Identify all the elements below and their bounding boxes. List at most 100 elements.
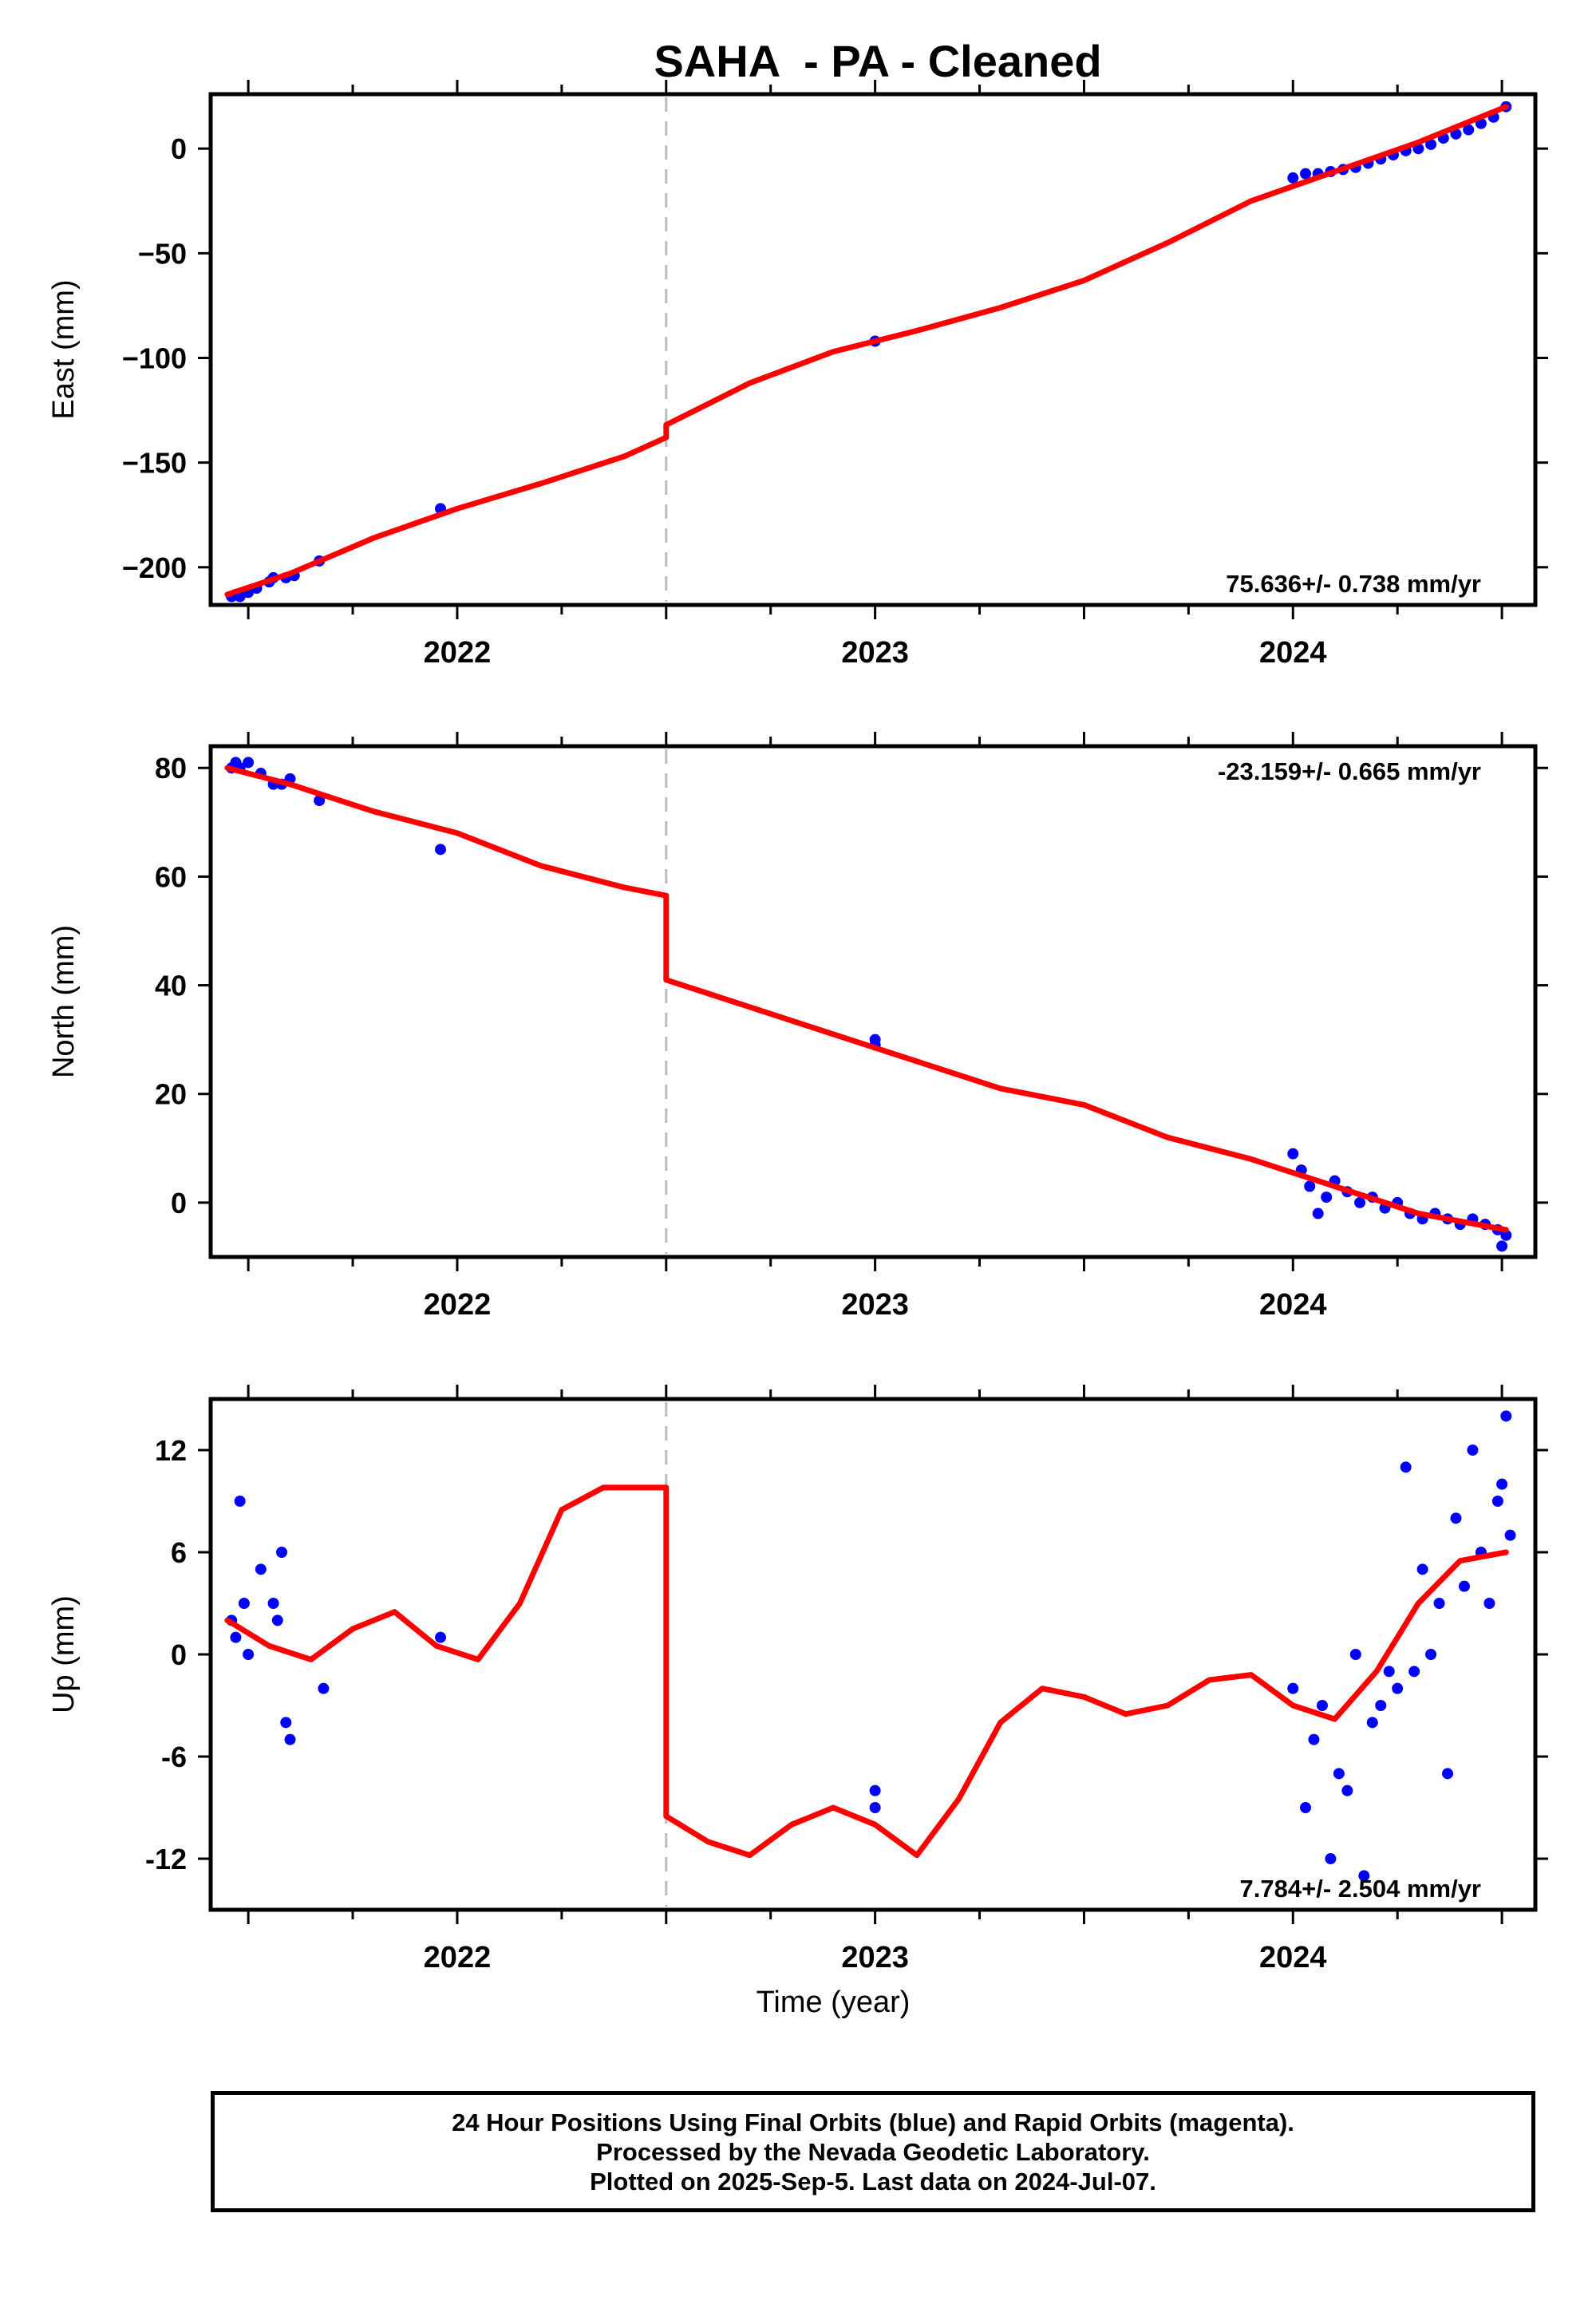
- data-point: [1425, 1649, 1437, 1660]
- data-point: [1287, 172, 1299, 184]
- plot-frame: [208, 1397, 1538, 1912]
- data-point: [1304, 1180, 1316, 1192]
- x-tick-label: 2023: [841, 1288, 909, 1322]
- data-point: [1416, 1563, 1428, 1575]
- y-tick-label: 20: [155, 1078, 187, 1111]
- data-point: [1341, 1784, 1353, 1796]
- panel-2: 80 60 40 20 0 2022 2023 2024 North (mm) -23.159+/…: [47, 732, 1548, 1322]
- data-point: [280, 1717, 292, 1729]
- chart-title: SAHA - PA - Cleaned: [654, 36, 1102, 86]
- data-point: [318, 1682, 330, 1694]
- data-point: [435, 844, 447, 856]
- data-point: [314, 795, 326, 807]
- y-axis-label: East (mm): [47, 279, 81, 419]
- model-fit-line: [224, 104, 1509, 598]
- data-point: [1458, 1580, 1470, 1592]
- data-point: [1321, 1192, 1333, 1203]
- y-tick-label: 80: [155, 752, 187, 785]
- data-point: [1383, 1666, 1395, 1678]
- x-tick-label: 2024: [1259, 1288, 1327, 1322]
- data-point: [1496, 1240, 1508, 1252]
- y-tick-label: 0: [171, 1187, 187, 1219]
- x-tick-label: 2022: [424, 1288, 492, 1322]
- data-point: [1408, 1666, 1420, 1678]
- y-tick-label: 6: [171, 1536, 187, 1569]
- y-axis-label: Up (mm): [47, 1595, 81, 1713]
- data-point: [1354, 1196, 1366, 1208]
- model-fit-line: [224, 765, 1509, 1233]
- data-point: [1375, 1700, 1387, 1711]
- footer-box: 24 Hour Positions Using Final Orbits (bl…: [211, 2091, 1535, 2212]
- data-point: [1366, 1717, 1378, 1729]
- footer-line-2: Processed by the Nevada Geodetic Laborat…: [596, 2137, 1150, 2166]
- y-tick-label: 0: [171, 1638, 187, 1671]
- data-point: [267, 1598, 279, 1609]
- y-tick-label: −150: [122, 447, 187, 480]
- data-point: [1500, 1410, 1512, 1422]
- data-point: [1500, 1229, 1512, 1241]
- plot-frame: [208, 744, 1538, 1259]
- data-point: [1496, 1478, 1508, 1490]
- data-point: [276, 1547, 288, 1558]
- data-point: [1308, 1733, 1320, 1745]
- y-tick-label: −50: [138, 237, 187, 270]
- x-tick-label: 2022: [424, 1941, 492, 1974]
- data-point: [1312, 1207, 1324, 1219]
- rate-label: -23.159+/- 0.665 mm/yr: [1218, 757, 1481, 785]
- x-tick-label: 2023: [841, 1941, 909, 1974]
- data-point: [1450, 1512, 1462, 1524]
- data-point: [238, 1598, 250, 1609]
- footer-line-1: 24 Hour Positions Using Final Orbits (bl…: [452, 2108, 1294, 2136]
- y-tick-label: -12: [145, 1843, 187, 1875]
- data-point: [284, 1733, 296, 1745]
- x-tick-label: 2023: [841, 636, 909, 670]
- data-point: [1442, 1768, 1454, 1780]
- data-point: [255, 1563, 267, 1575]
- data-point: [1299, 168, 1311, 180]
- x-tick-label: 2022: [424, 636, 492, 670]
- y-tick-label: 0: [171, 132, 187, 165]
- series-group: [224, 101, 1512, 603]
- y-tick-label: 12: [155, 1434, 187, 1467]
- data-point: [869, 1802, 881, 1813]
- data-point: [1425, 138, 1437, 150]
- x-tick-label: 2024: [1259, 636, 1327, 670]
- data-point: [1463, 124, 1475, 136]
- plot-frame: [208, 92, 1538, 607]
- rate-label: 7.784+/- 2.504 mm/yr: [1240, 1875, 1481, 1903]
- data-point: [1287, 1682, 1299, 1694]
- data-point: [1400, 1461, 1412, 1473]
- data-point: [1483, 1598, 1495, 1609]
- y-tick-label: 40: [155, 970, 187, 1002]
- y-tick-label: 60: [155, 860, 187, 893]
- data-point: [1491, 1496, 1503, 1507]
- data-point: [1358, 1870, 1370, 1882]
- data-point: [435, 1631, 447, 1643]
- model-fit-line: [224, 1484, 1509, 1859]
- data-point: [234, 1496, 246, 1507]
- data-point: [1467, 1445, 1479, 1456]
- data-point: [869, 1784, 881, 1796]
- data-point: [271, 1614, 283, 1626]
- data-point: [1325, 1853, 1337, 1864]
- data-point: [1287, 1148, 1299, 1160]
- data-point: [1333, 1768, 1345, 1780]
- panel-1: 0 −50 −100 −150 −200 2022 2023 2024 East (mm) 75.…: [47, 80, 1548, 670]
- y-tick-label: −200: [122, 551, 187, 584]
- series-group: [224, 1410, 1516, 1882]
- rate-label: 75.636+/- 0.738 mm/yr: [1226, 570, 1481, 598]
- panel-3: 12 6 0 -6 -12 2022 2023 2024 Up (mm) Time (year) 7…: [47, 1385, 1548, 2019]
- data-point: [1392, 1682, 1404, 1694]
- x-axis-label: Time (year): [757, 1986, 911, 2019]
- y-tick-label: −100: [122, 342, 187, 374]
- footer-line-3: Plotted on 2025-Sep-5. Last data on 2024…: [590, 2167, 1156, 2195]
- data-point: [1504, 1529, 1516, 1541]
- y-tick-label: -6: [161, 1741, 187, 1773]
- data-point: [243, 757, 255, 769]
- data-point: [1433, 1598, 1445, 1609]
- data-point: [1316, 1700, 1328, 1711]
- x-tick-label: 2024: [1259, 1941, 1327, 1974]
- data-point: [230, 1631, 242, 1643]
- data-point: [1349, 1649, 1361, 1660]
